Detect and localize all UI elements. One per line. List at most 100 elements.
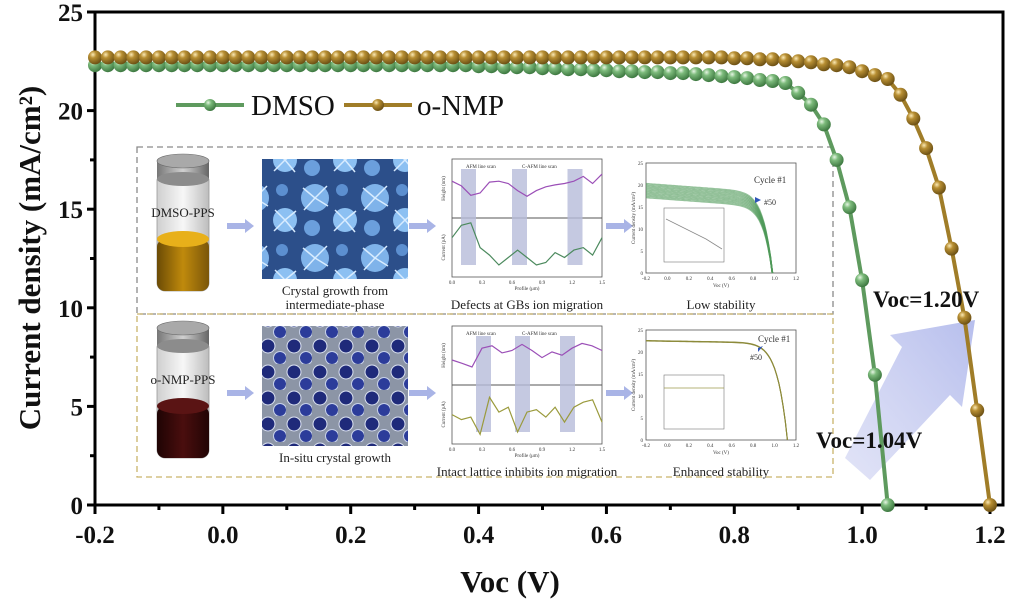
data-point (522, 60, 537, 75)
data-point (394, 50, 409, 65)
data-point (752, 52, 767, 67)
data-point (420, 50, 435, 65)
scan-x-tick: 0.0 (449, 281, 456, 286)
series-layer (88, 50, 997, 512)
y-tick-label: 20 (58, 99, 83, 126)
grain-boundary-band (476, 336, 491, 432)
data-point (228, 50, 243, 65)
data-point (727, 51, 742, 66)
data-point (688, 50, 703, 65)
data-point (267, 50, 281, 65)
stability-cycle-curve (645, 187, 774, 274)
data-point (637, 50, 652, 65)
data-point (714, 50, 729, 65)
stability-caption: Low stability (687, 297, 756, 312)
data-point (752, 73, 767, 87)
data-point (676, 50, 691, 65)
data-point (880, 498, 895, 512)
micrograph-caption: Crystal growth from (282, 283, 388, 298)
stability-y-tick: 20 (638, 351, 644, 356)
data-point (497, 50, 512, 65)
stability-cycle-curve (645, 184, 774, 274)
afm-line-scan-plot: AFM line scan C-AFM line scan 0.0 0.3 0.6 0.9… (442, 325, 606, 459)
cycle-arrow-icon (758, 346, 763, 352)
data-point (599, 50, 614, 65)
x-axis-title: Voc (V) (460, 564, 560, 599)
inset-schematic: DMSO-PPS Crystal growth fromintermediate-… (136, 146, 834, 479)
stability-y-tick: 5 (641, 250, 644, 255)
scan-y-label-height: Height (nm) (442, 343, 447, 368)
scan-x-tick: 0.9 (539, 281, 546, 286)
data-point (842, 200, 857, 215)
stability-x-tick: 0.2 (686, 277, 693, 282)
data-point (867, 367, 882, 382)
data-point (164, 50, 179, 65)
data-point (356, 50, 371, 65)
data-point (151, 50, 166, 65)
data-point (970, 403, 985, 418)
data-point (471, 50, 486, 65)
data-point (548, 61, 563, 76)
data-point (650, 65, 665, 80)
stability-y-label: Current density (mA/cm²) (631, 192, 637, 244)
data-point (867, 68, 882, 83)
x-tick-label: 0.8 (719, 522, 750, 549)
data-point (586, 63, 601, 78)
y-axis-ticks: 0 5 10 15 20 25 (58, 0, 95, 520)
stability-x-tick: -0.2 (642, 444, 650, 449)
scan-legend-cafm: C-AFM line scan (522, 332, 557, 337)
legend-item-onmp: o-NMP (344, 90, 504, 122)
stability-cycle-curve (645, 182, 774, 274)
data-point (535, 50, 550, 65)
data-point (433, 50, 448, 65)
data-point (369, 50, 384, 65)
data-point (458, 50, 473, 65)
data-point (612, 64, 627, 79)
legend-marker-onmp (372, 99, 384, 111)
stability-y-label: Current density (mA/cm²) (631, 359, 637, 411)
process-arrow-icon (227, 386, 254, 400)
process-arrow-icon (409, 219, 436, 233)
scan-x-tick: 0.9 (539, 448, 546, 453)
data-point (509, 60, 524, 75)
stability-jv-plot: Cycle #1 #50 -0.2 0.0 0.2 0.4 0.6 0.8 1.0 1.2 0 5 10… (631, 329, 800, 456)
scan-x-tick: 0.6 (509, 281, 516, 286)
series-dmso (88, 58, 895, 512)
data-point (561, 62, 576, 77)
scan-x-tick: 0.0 (449, 448, 456, 453)
data-point (804, 97, 818, 112)
afm-line-scan-plot: AFM line scan C-AFM line scan 0.0 0.3 0.6 0.9… (442, 158, 606, 292)
grain-boundary-band (567, 169, 583, 265)
data-point (625, 50, 639, 65)
legend-marker-dmso (204, 99, 216, 111)
scan-x-tick: 0.3 (479, 281, 486, 286)
data-point (906, 111, 921, 126)
data-point (740, 51, 755, 66)
stability-cycle-curve (646, 340, 788, 441)
stability-y-tick: 15 (638, 373, 644, 378)
stability-caption: Enhanced stability (673, 464, 770, 479)
scan-legend-afm: AFM line scan (466, 165, 496, 170)
series-o-nmp (88, 50, 997, 512)
data-point (126, 50, 141, 65)
scan-x-tick: 0.3 (479, 448, 486, 453)
data-point (497, 60, 512, 75)
stability-x-tick: 0.6 (729, 277, 736, 282)
data-point (177, 50, 192, 65)
grain-boundary-band (515, 336, 530, 432)
data-point (535, 61, 550, 76)
data-point (727, 70, 742, 85)
data-point (625, 64, 639, 79)
stability-y-tick: 10 (638, 228, 644, 233)
legend: DMSO o-NMP (176, 90, 504, 122)
x-axis-ticks: -0.2 0.0 0.2 0.4 0.6 0.8 1.0 1.2 (75, 505, 1006, 549)
stability-cycle-curve (645, 192, 774, 274)
stability-y-tick: 20 (638, 184, 644, 189)
scan-x-tick: 1.2 (569, 448, 576, 453)
data-point (714, 69, 729, 84)
stability-cycle-curve (645, 195, 774, 274)
data-point (573, 50, 588, 65)
x-tick-label: 0.6 (591, 522, 622, 549)
data-point (573, 62, 588, 77)
data-point (113, 50, 128, 65)
